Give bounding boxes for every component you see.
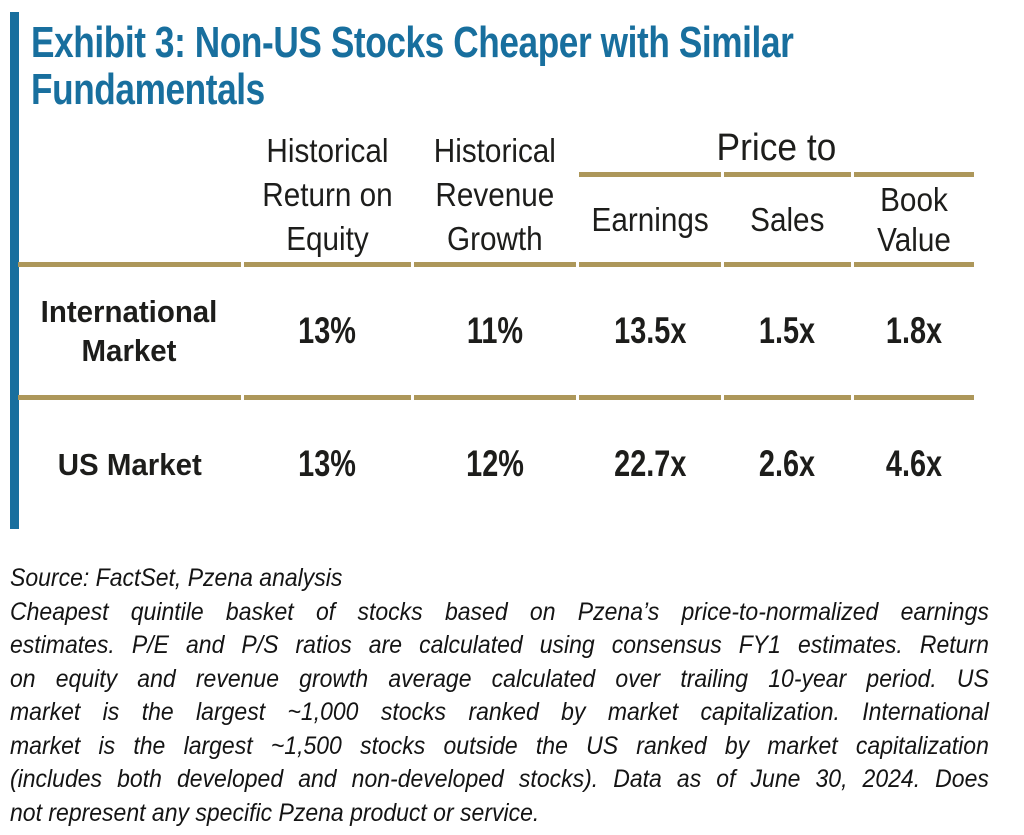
footnote-line: market is the largest ~1,000 stocks rank…: [10, 698, 989, 726]
cell-roe: 13%: [244, 262, 411, 395]
source-line: Source: FactSet, Pzena analysis: [10, 564, 343, 592]
cell-price-to-book: 4.6x: [854, 395, 974, 528]
accent-bar: [10, 12, 19, 529]
exhibit-title-line2: Fundamentals: [31, 65, 265, 114]
col-header-book-value: Book Value: [854, 172, 974, 262]
cell-price-to-earnings: 22.7x: [579, 395, 721, 528]
footnote-line: (includes both developed and non-develop…: [10, 765, 989, 793]
fundamentals-table: Historical Return on Equity Historical R…: [18, 124, 974, 528]
table-row-international-market: International Market 13% 11% 13.5x 1.5x …: [18, 262, 974, 395]
table-header-row: Historical Return on Equity Historical R…: [18, 124, 974, 262]
footnotes: Source: FactSet, Pzena analysis Cheapest…: [10, 562, 989, 830]
footnote-line: estimates. P/E and P/S ratios are calcul…: [10, 631, 989, 659]
col-header-earnings: Earnings: [579, 172, 721, 262]
footnote-line: Cheapest quintile basket of stocks based…: [10, 597, 989, 626]
table-row-us-market: US Market 13% 12% 22.7x 2.6x 4.6x: [18, 395, 974, 528]
col-header-sales: Sales: [724, 172, 851, 262]
price-to-header: Price to: [716, 126, 837, 169]
price-to-subheaders: Earnings Sales Book Value: [579, 172, 974, 262]
col-header-return-on-equity: Historical Return on Equity: [262, 132, 393, 257]
row-label: US Market: [18, 395, 241, 528]
footnote-line: on equity and revenue growth average cal…: [10, 664, 989, 693]
cell-price-to-sales: 1.5x: [724, 262, 851, 395]
row-label: International Market: [18, 262, 241, 395]
col-header-revenue-growth: Historical Revenue Growth: [433, 132, 557, 257]
footnote-line: market is the largest ~1,500 stocks outs…: [10, 731, 989, 760]
exhibit-title-line1: Exhibit 3: Non-US Stocks Cheaper with Si…: [31, 18, 794, 67]
cell-price-to-book: 1.8x: [854, 262, 974, 395]
price-to-group: Price to Earnings Sales Book Value: [579, 124, 974, 262]
cell-price-to-earnings: 13.5x: [579, 262, 721, 395]
cell-revenue-growth: 12%: [414, 395, 576, 528]
cell-revenue-growth: 11%: [414, 262, 576, 395]
exhibit-title: Exhibit 3: Non-US Stocks Cheaper with Si…: [31, 19, 1007, 113]
corner-cell: [18, 124, 241, 262]
footnote-line: not represent any specific Pzena product…: [10, 798, 540, 827]
cell-roe: 13%: [244, 395, 411, 528]
cell-price-to-sales: 2.6x: [724, 395, 851, 528]
